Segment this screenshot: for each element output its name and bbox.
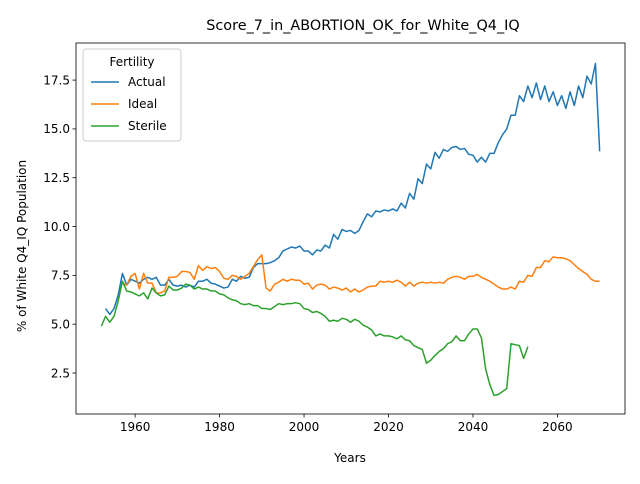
y-tick-label: 15.0 bbox=[43, 122, 70, 136]
legend-label-sterile: Sterile bbox=[128, 119, 167, 133]
y-tick-label: 17.5 bbox=[43, 73, 70, 87]
x-axis-label: Years bbox=[333, 451, 366, 465]
series-line-ideal bbox=[122, 254, 600, 294]
legend: Fertility Actual Ideal Sterile bbox=[82, 48, 182, 142]
y-tick-label: 10.0 bbox=[43, 220, 70, 234]
series-line-sterile bbox=[100, 280, 529, 397]
axes-layer: 1960 1980 2000 2020 2040 2060 2.5 5.0 7.5 10.0 12.… bbox=[43, 42, 626, 434]
x-tick-label: 2020 bbox=[373, 420, 404, 434]
x-tick-label: 2060 bbox=[542, 420, 573, 434]
x-tick-label: 2040 bbox=[458, 420, 489, 434]
y-axis-label: % of White Q4_IQ Population bbox=[15, 160, 29, 332]
x-tick-label: 2000 bbox=[289, 420, 320, 434]
x-tick-label: 1960 bbox=[120, 420, 151, 434]
legend-box bbox=[82, 48, 182, 142]
x-tick-label: 1980 bbox=[204, 420, 235, 434]
legend-label-ideal: Ideal bbox=[128, 97, 157, 111]
plot-frame bbox=[75, 42, 626, 415]
series-line-actual bbox=[104, 62, 601, 316]
y-tick-label: 2.5 bbox=[51, 366, 70, 380]
series-layer bbox=[100, 62, 601, 397]
y-tick-label: 5.0 bbox=[51, 317, 70, 331]
legend-title: Fertility bbox=[109, 55, 154, 69]
chart-title: Score_7_in_ABORTION_OK_for_White_Q4_IQ bbox=[206, 18, 519, 34]
y-tick-label: 12.5 bbox=[43, 171, 70, 185]
legend-label-actual: Actual bbox=[128, 75, 166, 89]
y-tick-label: 7.5 bbox=[51, 269, 70, 283]
